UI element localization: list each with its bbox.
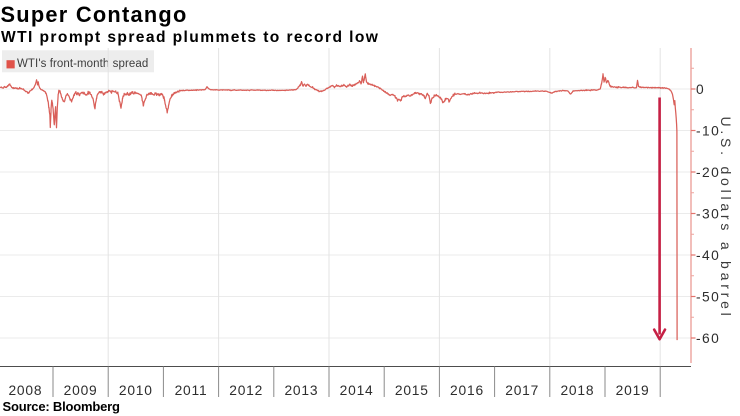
- svg-text:2016: 2016: [450, 383, 484, 398]
- svg-text:2019: 2019: [616, 383, 650, 398]
- svg-text:2008: 2008: [8, 383, 42, 398]
- svg-text:-50: -50: [696, 289, 720, 304]
- svg-text:0: 0: [696, 82, 705, 97]
- svg-text:WTI's front-month spread: WTI's front-month spread: [17, 58, 148, 70]
- svg-text:-60: -60: [696, 331, 720, 346]
- svg-text:-40: -40: [696, 248, 720, 263]
- svg-text:2014: 2014: [340, 383, 374, 398]
- svg-text:2011: 2011: [175, 383, 208, 398]
- svg-text:2009: 2009: [64, 383, 98, 398]
- svg-text:2010: 2010: [119, 383, 153, 398]
- svg-text:U.S. dollars a barrel: U.S. dollars a barrel: [718, 116, 734, 319]
- svg-text:2012: 2012: [229, 383, 263, 398]
- svg-text:-10: -10: [696, 123, 720, 138]
- svg-text:-20: -20: [696, 165, 720, 180]
- svg-text:2013: 2013: [284, 383, 318, 398]
- svg-text:2017: 2017: [505, 383, 539, 398]
- svg-text:2018: 2018: [560, 383, 594, 398]
- svg-text:2015: 2015: [395, 383, 429, 398]
- svg-text:-30: -30: [696, 206, 720, 221]
